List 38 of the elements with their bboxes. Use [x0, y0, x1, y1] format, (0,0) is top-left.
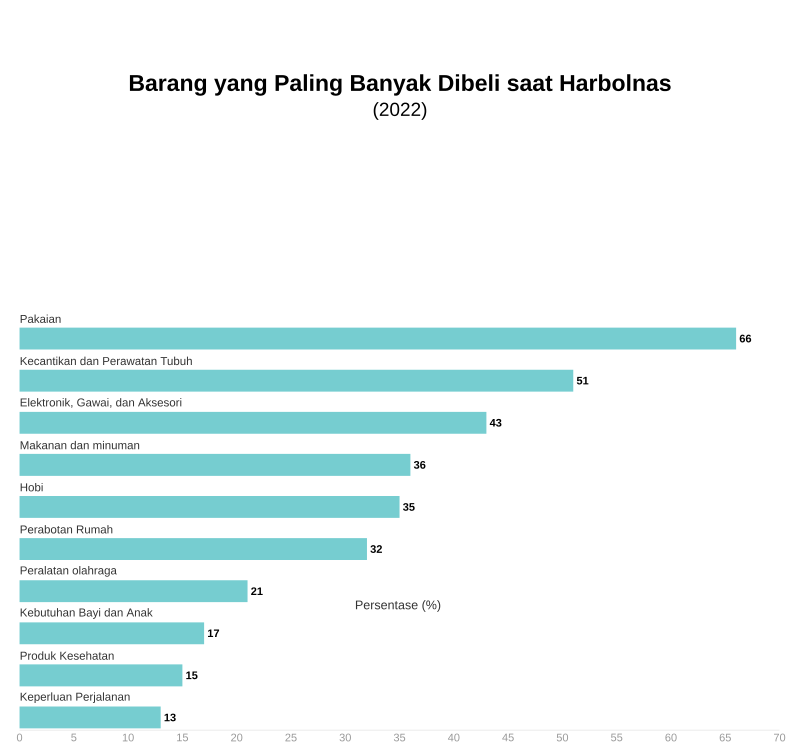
data-label: 21 — [251, 587, 263, 596]
x-axis-title: Persentase (%) — [356, 600, 440, 612]
y-tick-label: Kebutuhan Bayi dan Anak — [20, 608, 153, 619]
data-label: 15 — [186, 672, 198, 680]
x-tick-label: 55 — [611, 734, 622, 742]
x-tick-label: 25 — [285, 734, 297, 742]
data-label: 43 — [490, 419, 502, 427]
chart-subtitle: (2022) — [374, 102, 426, 120]
y-tick-label: Makanan dan minuman — [20, 440, 140, 450]
x-tick-label: 65 — [720, 734, 731, 742]
y-tick-label: Elektronik, Gawai, dan Aksesori — [20, 398, 182, 408]
data-label: 13 — [164, 714, 176, 722]
x-tick-label: 20 — [231, 734, 242, 742]
y-tick-label: Pakaian — [20, 314, 61, 324]
y-tick-label: Perabotan Rumah — [20, 525, 112, 534]
data-label: 51 — [576, 376, 588, 385]
y-tick-label: Peralatan olahraga — [20, 566, 117, 577]
x-tick-label: 50 — [556, 734, 568, 742]
x-tick-label: 0 — [16, 734, 22, 742]
x-tick-label: 70 — [774, 734, 786, 742]
data-label: 32 — [370, 545, 382, 554]
x-tick-label: 10 — [122, 734, 134, 742]
data-label: 35 — [402, 503, 415, 511]
data-label: 36 — [414, 461, 426, 469]
x-tick-label: 45 — [502, 734, 514, 742]
y-tick-label: Kecantikan dan Perawatan Tubuh — [20, 356, 192, 366]
y-tick-label: Hobi — [20, 483, 43, 492]
data-label: 66 — [740, 334, 752, 343]
chart-title: Barang yang Paling Banyak Dibeli saat Harbolnas — [130, 74, 671, 96]
x-tick-label: 40 — [448, 734, 460, 742]
x-tick-label: 30 — [340, 734, 351, 742]
x-tick-label: 60 — [665, 734, 677, 742]
x-tick-label: 35 — [394, 734, 406, 742]
y-tick-label: Produk Kesehatan — [20, 651, 114, 660]
data-label: 17 — [208, 630, 220, 638]
y-tick-label: Keperluan Perjalanan — [20, 692, 130, 704]
x-tick-label: 15 — [177, 734, 188, 742]
x-tick-label: 5 — [71, 734, 76, 742]
